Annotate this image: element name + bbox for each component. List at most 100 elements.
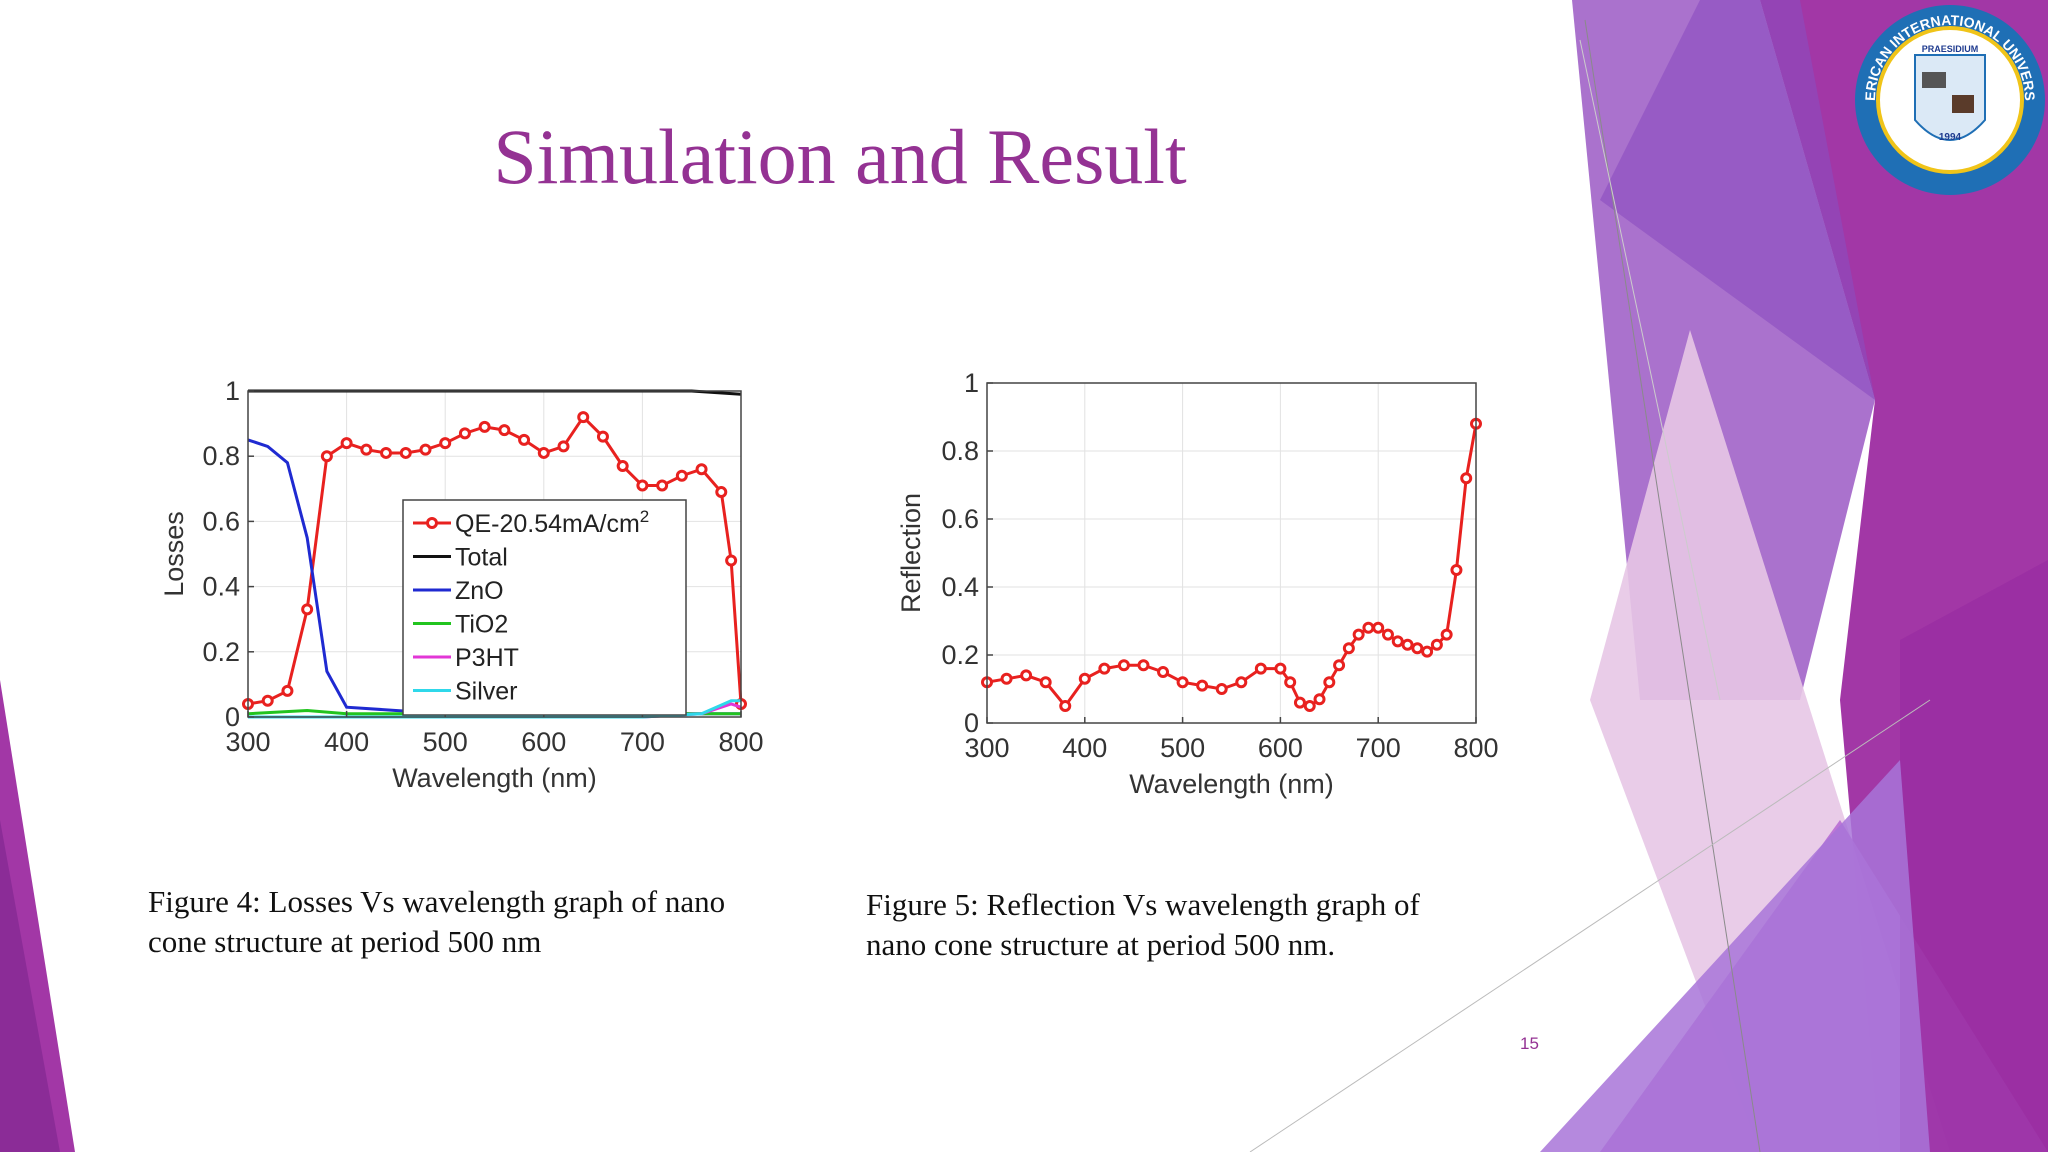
legend-entry: TiO2	[455, 611, 508, 639]
data-point	[458, 427, 471, 440]
data-point	[380, 446, 393, 459]
x-tick-label: 600	[1258, 733, 1303, 763]
page-number: 15	[1520, 1034, 1539, 1053]
logo-motto: PRAESIDIUM	[1922, 44, 1979, 54]
data-point	[399, 446, 412, 459]
data-point	[360, 443, 373, 456]
data-point	[577, 411, 590, 424]
x-tick-label: 500	[423, 727, 468, 757]
x-axis-label: Wavelength (nm)	[1129, 769, 1334, 799]
data-point	[1117, 659, 1130, 672]
data-point	[1352, 628, 1365, 641]
data-point	[1293, 696, 1306, 709]
data-point	[1391, 635, 1404, 648]
y-tick-label: 0.8	[202, 441, 240, 471]
data-point	[1274, 662, 1287, 675]
data-point	[1333, 659, 1346, 672]
data-point	[1059, 700, 1072, 712]
data-point	[1421, 645, 1434, 658]
data-point	[1450, 564, 1463, 576]
x-tick-label: 600	[521, 727, 566, 757]
y-tick-label: 0	[964, 708, 979, 738]
data-point	[340, 437, 353, 450]
x-tick-label: 300	[225, 727, 270, 757]
data-point	[695, 463, 708, 476]
data-point	[498, 424, 511, 437]
data-point	[261, 694, 274, 707]
x-tick-label: 700	[620, 727, 665, 757]
y-tick-label: 0.4	[202, 572, 240, 602]
data-point	[1284, 676, 1297, 689]
plot-frame	[986, 382, 1477, 724]
data-point	[1411, 642, 1424, 655]
y-tick-label: 0.6	[941, 504, 979, 534]
data-point	[1372, 621, 1385, 634]
data-point	[1323, 676, 1336, 689]
x-tick-label: 300	[964, 733, 1009, 763]
legend-entry-label: Silver	[455, 678, 518, 706]
data-point	[715, 486, 728, 499]
legend-entry-superscript: 2	[640, 507, 649, 526]
legend-entry-label: TiO2	[455, 611, 508, 639]
y-axis-label: Reflection	[896, 493, 926, 613]
university-logo: AMERICAN INTERNATIONAL UNIVERSITY BANGLA…	[1850, 0, 2045, 195]
legend-entry: Total	[455, 544, 508, 572]
data-point	[1342, 642, 1355, 655]
plot-area	[987, 383, 1476, 723]
data-point	[1039, 676, 1052, 689]
data-point	[1313, 693, 1326, 706]
data-point	[1020, 669, 1033, 682]
data-point	[1401, 638, 1414, 651]
y-tick-label: 0.2	[941, 640, 979, 670]
data-point	[725, 554, 738, 567]
data-point	[1303, 700, 1316, 712]
legend-entry-label: QE-20.54mA/cm	[455, 510, 640, 538]
data-point	[320, 450, 333, 463]
x-tick-label: 400	[324, 727, 369, 757]
data-point	[1430, 638, 1443, 651]
reflection-chart: 300 400 500 600 700 800 0 0.2 0.4 0.6 0.8 1 Waveleng…	[896, 368, 1499, 799]
legend-entry: ZnO	[455, 577, 504, 605]
figure5-caption: Figure 5: Reflection Vs wavelength graph…	[866, 885, 1506, 965]
data-point	[419, 443, 432, 456]
data-point	[1254, 662, 1267, 675]
x-tick-label: 800	[1453, 733, 1498, 763]
figure5-caption-line1: Figure 5: Reflection Vs wavelength graph…	[866, 887, 1420, 922]
y-tick-label: 0	[225, 702, 240, 732]
legend-entry: Silver	[455, 678, 518, 706]
data-point	[537, 446, 550, 459]
losses-chart: 300 400 500 600 700 800 0 0.2 0.4 0.6 0.8 1 Waveleng…	[159, 376, 764, 793]
figure4-caption: Figure 4: Losses Vs wavelength graph of …	[148, 882, 828, 962]
data-point	[439, 437, 452, 450]
data-point	[301, 603, 314, 616]
data-point	[656, 479, 669, 492]
figure5-caption-line2: nano cone structure at period 500 nm.	[866, 927, 1336, 962]
legend-entry-label: Total	[455, 544, 508, 572]
data-point	[1196, 679, 1209, 692]
legend-entry: QE-20.54mA/cm2	[455, 507, 649, 538]
plot-frame	[247, 390, 742, 718]
y-tick-label: 0.8	[941, 436, 979, 466]
y-tick-label: 0.4	[941, 572, 979, 602]
data-point	[1440, 628, 1453, 641]
data-point	[1235, 676, 1248, 689]
legend-box	[402, 499, 687, 716]
y-tick-label: 1	[225, 376, 240, 406]
y-tick-label: 0.2	[202, 637, 240, 667]
y-tick-label: 0.6	[202, 506, 240, 536]
data-point	[478, 420, 491, 433]
data-point	[1215, 683, 1228, 695]
slide-title: Simulation and Result	[493, 113, 1187, 200]
data-point	[616, 459, 629, 472]
data-point	[1000, 672, 1013, 685]
logo-year: 1994	[1939, 132, 1962, 143]
y-tick-label: 1	[964, 368, 979, 398]
figure4-caption-line2: cone structure at period 500 nm	[148, 924, 542, 959]
data-point	[1137, 659, 1150, 672]
data-point	[518, 433, 531, 446]
data-point	[596, 430, 609, 443]
data-point	[1362, 621, 1375, 634]
data-point	[675, 469, 688, 482]
y-axis-label: Losses	[159, 511, 189, 597]
